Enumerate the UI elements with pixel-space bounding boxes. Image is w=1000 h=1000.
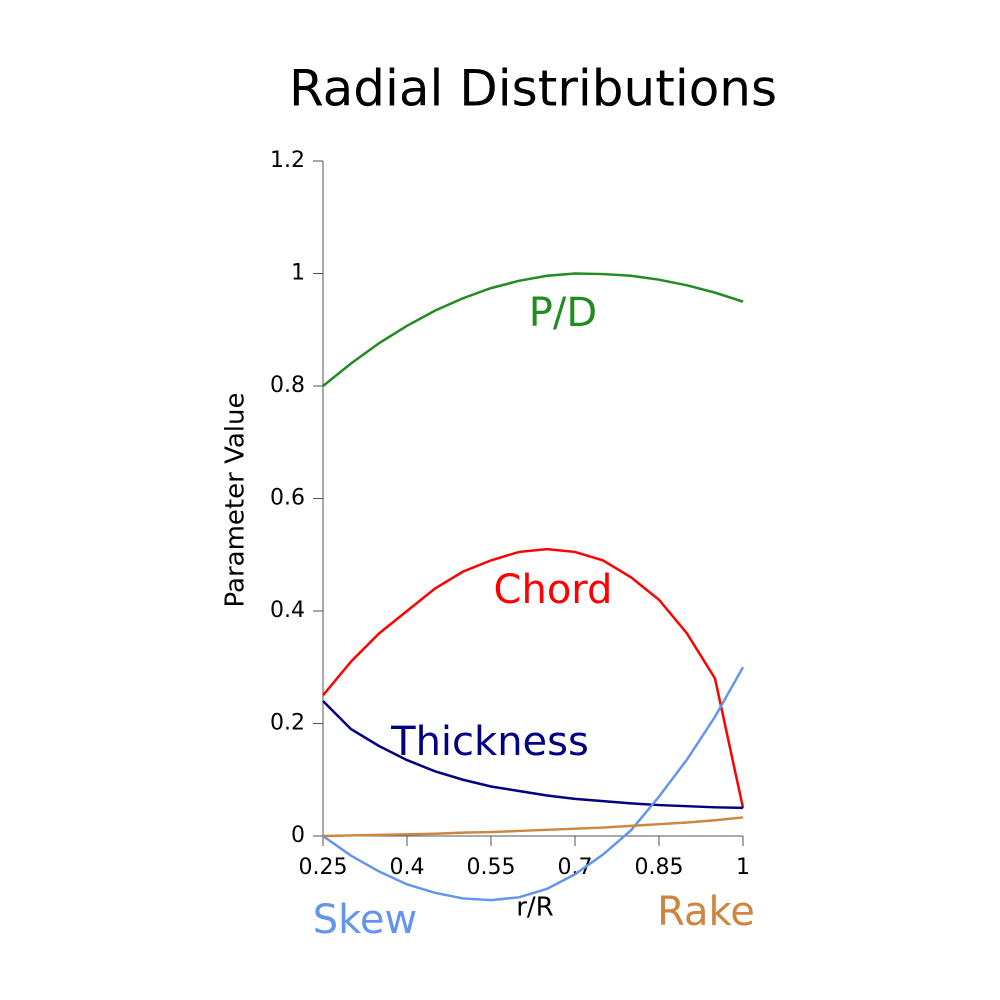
y-tick-label: 0.6: [270, 486, 305, 511]
series-label: Thickness: [390, 719, 589, 765]
series-label: Skew: [313, 897, 417, 943]
y-tick-label: 0.4: [270, 598, 305, 623]
series-line: [322, 666, 745, 902]
y-tick-label: 1: [291, 261, 305, 286]
x-tick-label: 0.55: [467, 855, 516, 880]
x-tick-label: 0.4: [390, 855, 425, 880]
chart-title: Radial Distributions: [289, 60, 777, 118]
y-tick-label: 0: [291, 823, 305, 848]
x-tick-label: 0.7: [558, 855, 593, 880]
series-line: [322, 700, 744, 810]
y-tick-label: 1.2: [270, 148, 305, 173]
series-line: [322, 272, 744, 387]
series-label: Chord: [494, 567, 613, 613]
y-tick-label: 0.8: [270, 373, 305, 398]
x-tick-label: 0.25: [299, 855, 348, 880]
y-tick-label: 0.2: [270, 711, 305, 736]
x-tick-label: 0.85: [635, 855, 684, 880]
series-label: Rake: [657, 889, 755, 935]
series-line: [322, 816, 744, 838]
y-axis-title: Parameter Value: [221, 393, 251, 608]
x-tick-label: 1: [736, 855, 750, 880]
series-line: [322, 547, 745, 809]
series-label: P/D: [529, 290, 597, 336]
